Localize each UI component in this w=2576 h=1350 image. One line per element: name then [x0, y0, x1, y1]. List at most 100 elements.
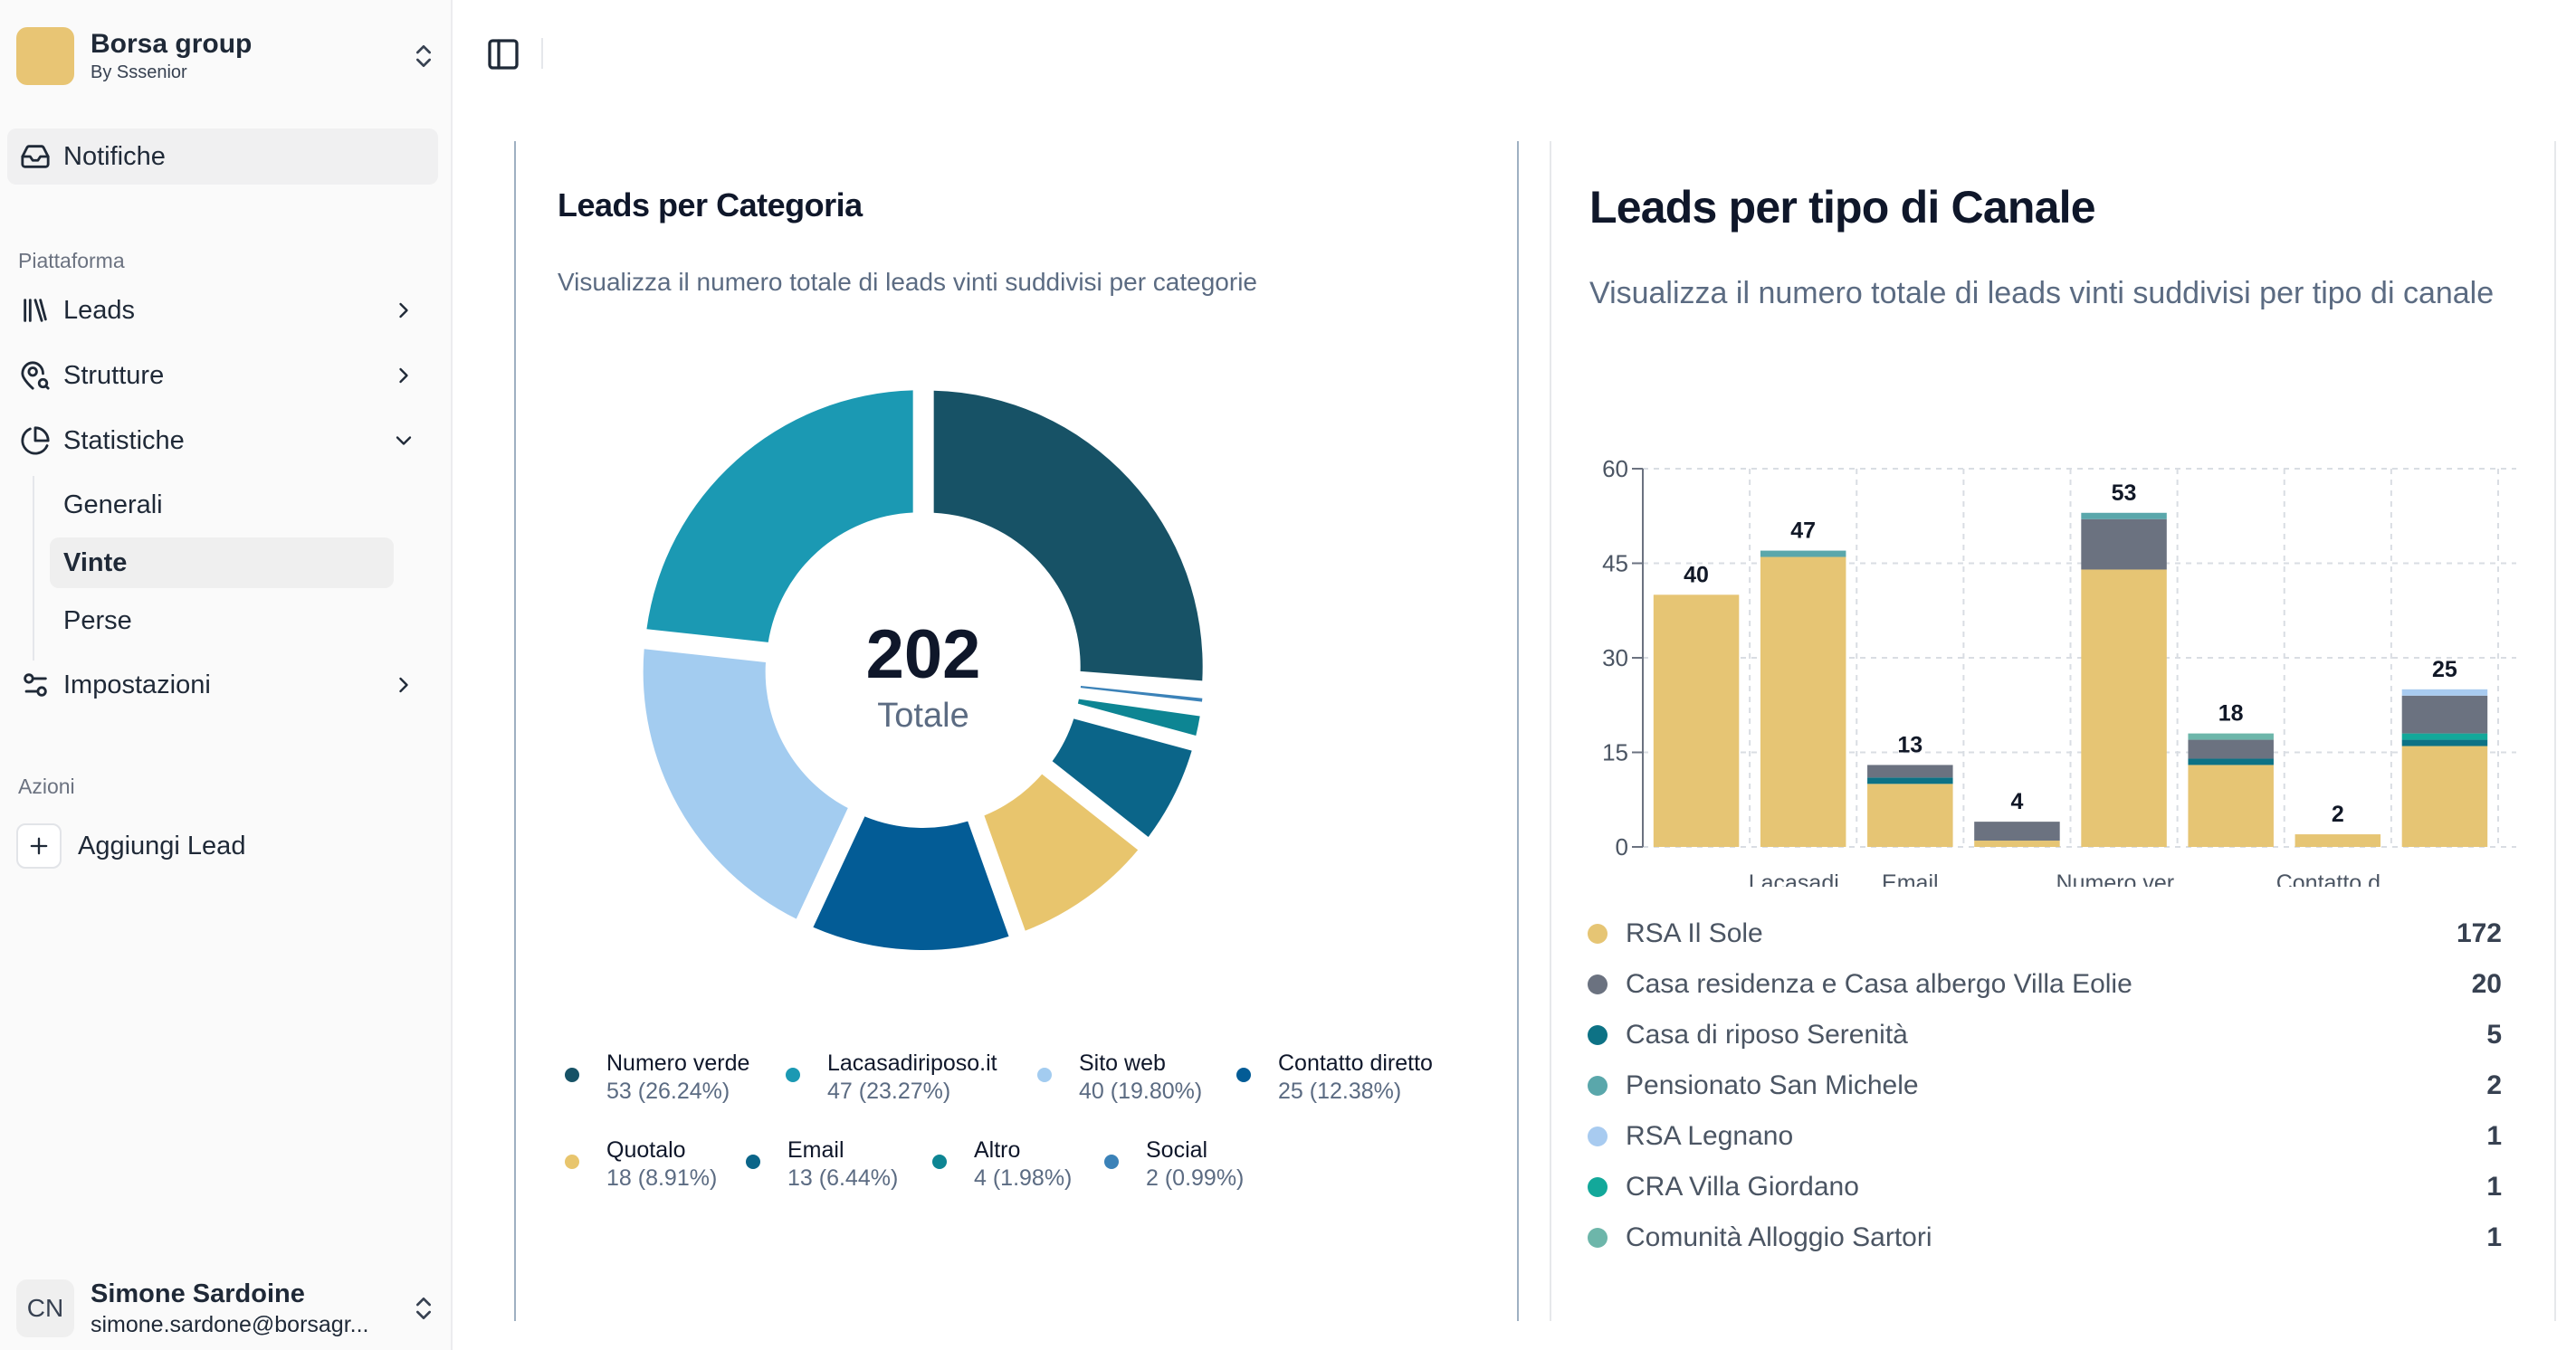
bar-segment[interactable] — [2081, 518, 2167, 570]
legend-label: Lacasadiriposo.it — [827, 1051, 997, 1076]
structure-row: RSA Il Sole 172 — [1588, 916, 2502, 952]
nav-settings[interactable]: Impostazioni — [7, 657, 438, 713]
bar-segment[interactable] — [2401, 739, 2488, 746]
structure-swatch — [1588, 1076, 1608, 1096]
bar-total-label: 2 — [2332, 802, 2344, 827]
donut-slice-social[interactable] — [1080, 685, 1203, 702]
bar-segment[interactable] — [1974, 841, 2060, 847]
bar-segment[interactable] — [1974, 822, 2060, 841]
legend-value: 47 (23.27%) — [827, 1079, 951, 1104]
bar-total-label: 4 — [2010, 789, 2023, 814]
bar-total-label: 13 — [1897, 732, 1922, 757]
plus-icon — [16, 823, 62, 869]
legend-swatch — [746, 1155, 760, 1169]
x-tick-label: Email — [1882, 870, 1939, 887]
nav-stats-vinte[interactable]: Vinte — [50, 537, 394, 588]
pie-chart-icon — [21, 426, 50, 455]
y-tick-label: 30 — [1602, 644, 1628, 671]
donut-slice-altro[interactable] — [1077, 699, 1200, 736]
bar-segment[interactable] — [2081, 512, 2167, 519]
structure-row: Comunità Alloggio Sartori 1 — [1588, 1220, 2502, 1256]
legend-value: 2 (0.99%) — [1146, 1165, 1245, 1191]
nav-statistics[interactable]: Statistiche — [7, 413, 438, 469]
bar-segment[interactable] — [1867, 765, 1953, 778]
library-icon — [24, 299, 47, 322]
submenu-guide-line — [33, 476, 34, 661]
bar-segment[interactable] — [2401, 695, 2488, 734]
x-tick-label: Numero ver... — [2056, 870, 2192, 887]
structure-name: Casa residenza e Casa albergo Villa Eoli… — [1626, 969, 2132, 999]
nav-leads-label: Leads — [63, 295, 136, 325]
nav-leads[interactable]: Leads — [7, 282, 438, 338]
y-tick-label: 0 — [1616, 833, 1628, 860]
legend-swatch — [786, 1068, 800, 1082]
structure-count: 172 — [2456, 918, 2502, 948]
donut-slice-contatto-diretto[interactable] — [813, 816, 1009, 950]
bar-segment[interactable] — [1867, 784, 1953, 847]
bar-segment[interactable] — [2295, 834, 2381, 847]
legend-item: Altro 4 (1.98%) — [932, 1136, 1072, 1193]
legend-item: Social 2 (0.99%) — [1104, 1136, 1244, 1193]
bar-segment[interactable] — [2401, 689, 2488, 696]
bar-segment[interactable] — [2081, 569, 2167, 847]
nav-stats-generali[interactable]: Generali — [63, 490, 163, 519]
sidebar-toggle-icon[interactable] — [485, 36, 521, 72]
org-switcher[interactable]: Borsa group By Sssenior — [16, 24, 438, 89]
nav-structures-label: Strutture — [63, 360, 165, 390]
donut-slice-quotalo[interactable] — [984, 774, 1139, 931]
legend-swatch — [565, 1068, 579, 1082]
bar-segment[interactable] — [2188, 765, 2274, 847]
legend-value: 40 (19.80%) — [1079, 1079, 1203, 1104]
donut-slice-email[interactable] — [1052, 718, 1192, 838]
structure-swatch — [1588, 924, 1608, 944]
sliders-icon — [24, 673, 47, 697]
card-border-right — [2554, 141, 2556, 1321]
channel-card-title: Leads per tipo di Canale — [1589, 182, 2096, 233]
donut-slice-lacasadiriposo-it[interactable] — [646, 390, 913, 642]
structure-name: Comunità Alloggio Sartori — [1626, 1222, 1932, 1252]
legend-label: Quotalo — [606, 1137, 686, 1163]
legend-item: Email 13 (6.44%) — [746, 1136, 898, 1193]
bar-segment[interactable] — [2188, 758, 2274, 765]
inbox-icon — [21, 145, 50, 168]
bar-segment[interactable] — [2401, 746, 2488, 847]
donut-total-label: Totale — [877, 697, 969, 735]
chevrons-up-down-icon — [416, 1298, 431, 1319]
nav-stats-perse[interactable]: Perse — [63, 605, 132, 635]
structure-row: Casa di riposo Serenità 5 — [1588, 1017, 2502, 1053]
legend-value: 25 (12.38%) — [1278, 1079, 1402, 1104]
avatar: CN — [16, 1279, 74, 1337]
nav-notifications[interactable]: Notifiche — [7, 128, 438, 185]
legend-swatch — [1236, 1068, 1251, 1082]
structure-row: RSA Legnano 1 — [1588, 1118, 2502, 1155]
user-name: Simone Sardoine — [91, 1279, 305, 1308]
user-menu[interactable]: CN Simone Sardoine simone.sardone@borsag… — [16, 1276, 438, 1341]
category-donut-chart — [643, 390, 1203, 950]
nav-structures[interactable]: Strutture — [7, 347, 438, 404]
bar-segment[interactable] — [1867, 777, 1953, 784]
legend-swatch — [1037, 1068, 1052, 1082]
chevron-right-icon — [399, 367, 408, 384]
map-pin-search-icon — [21, 361, 50, 390]
bar-segment[interactable] — [1760, 550, 1846, 557]
legend-item: Quotalo 18 (8.91%) — [565, 1136, 717, 1193]
channel-bar-chart: 0 15 30 45 60 40 47 Lacasadi... 13 Email 4 53 Numero… — [1602, 455, 2516, 887]
nav-settings-label: Impostazioni — [63, 670, 211, 699]
sidebar: Borsa group By Sssenior Notifiche Piatta… — [0, 0, 453, 1350]
donut-slice-sito-web[interactable] — [643, 649, 848, 919]
legend-label: Contatto diretto — [1278, 1051, 1433, 1076]
add-lead-button[interactable]: Aggiungi Lead — [16, 823, 245, 869]
bar-segment[interactable] — [1653, 594, 1740, 847]
bar-segment[interactable] — [2188, 739, 2274, 759]
y-tick-label: 45 — [1602, 550, 1628, 577]
legend-label: Numero verde — [606, 1051, 750, 1076]
y-tick-label: 15 — [1602, 739, 1628, 766]
bar-segment[interactable] — [2401, 733, 2488, 740]
donut-slice-numero-verde[interactable] — [933, 390, 1203, 681]
bar-segment[interactable] — [1760, 556, 1846, 847]
chevron-right-icon — [399, 677, 408, 693]
structure-count: 1 — [2486, 1121, 2502, 1151]
bar-segment[interactable] — [2188, 733, 2274, 740]
category-card-title: Leads per Categoria — [558, 186, 863, 223]
